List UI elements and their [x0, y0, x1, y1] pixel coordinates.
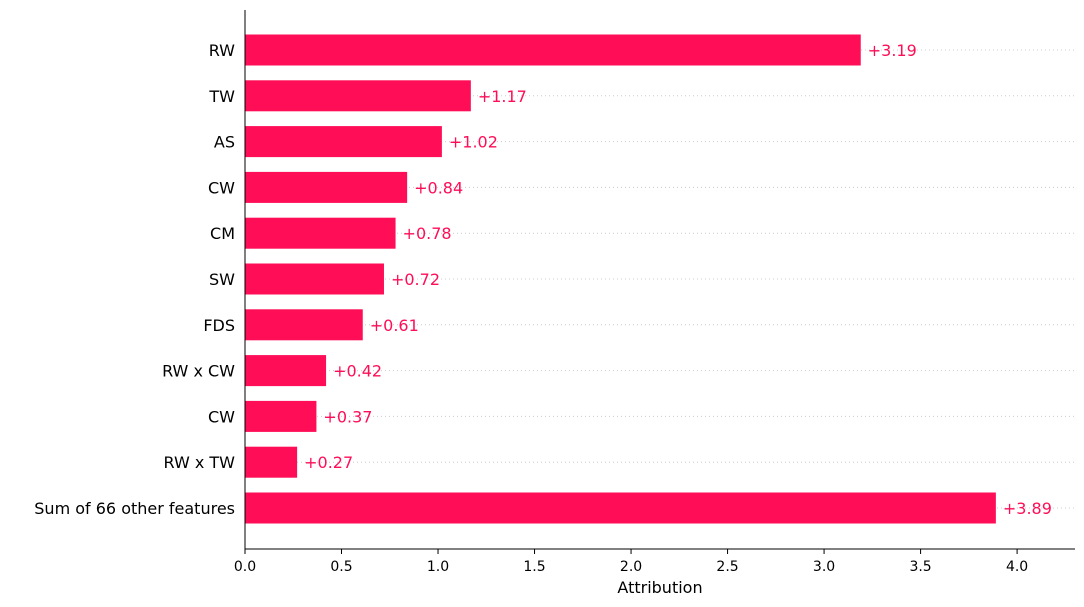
bar [245, 446, 298, 478]
category-label: RW [209, 41, 235, 60]
x-tick-label: 1.0 [427, 559, 449, 575]
value-label: +1.17 [478, 87, 527, 106]
value-label: +0.42 [333, 362, 382, 381]
value-label: +1.02 [449, 133, 498, 152]
x-axis-title: Attribution [617, 578, 702, 597]
bar [245, 34, 861, 66]
value-label: +0.84 [414, 178, 463, 197]
category-labels: RW TW AS CW CM SW FDS RW x CW CW RW x TW Sum of 66… [34, 41, 235, 518]
bar [245, 217, 396, 249]
x-tick-label: 1.5 [523, 559, 545, 575]
x-tick-label: 3.0 [813, 559, 835, 575]
x-tick-label: 0.0 [234, 559, 256, 575]
value-label: +0.78 [403, 224, 452, 243]
value-labels: +3.19 +1.17 +1.02 +0.84 +0.78 +0.72 +0.61 +0.42… [304, 41, 1052, 518]
x-tick-label: 2.5 [716, 559, 738, 575]
x-axis-ticks: 0.0 0.5 1.0 1.5 2.0 2.5 3.0 3.5 4.0 [234, 549, 1028, 575]
category-label: RW x CW [162, 362, 235, 381]
bars [245, 34, 996, 524]
value-label: +3.89 [1003, 499, 1052, 518]
category-label: AS [214, 133, 235, 152]
category-label: TW [208, 87, 235, 106]
value-label: +3.19 [868, 41, 917, 60]
category-label: CW [208, 407, 235, 426]
category-label: RW x TW [163, 453, 235, 472]
bar [245, 492, 996, 524]
category-label: CM [210, 224, 235, 243]
x-tick-label: 0.5 [330, 559, 352, 575]
bar [245, 355, 327, 387]
bar [245, 171, 408, 203]
value-label: +0.37 [323, 407, 372, 426]
bar [245, 263, 384, 295]
category-label: FDS [203, 316, 235, 335]
value-label: +0.27 [304, 453, 353, 472]
bar [245, 80, 471, 112]
bar [245, 126, 442, 158]
x-tick-label: 4.0 [1006, 559, 1028, 575]
bar [245, 309, 363, 341]
value-label: +0.72 [391, 270, 440, 289]
value-label: +0.61 [370, 316, 419, 335]
x-tick-label: 2.0 [620, 559, 642, 575]
category-label: SW [209, 270, 235, 289]
x-tick-label: 3.5 [909, 559, 931, 575]
category-label: CW [208, 178, 235, 197]
bar [245, 400, 317, 432]
category-label: Sum of 66 other features [34, 499, 235, 518]
